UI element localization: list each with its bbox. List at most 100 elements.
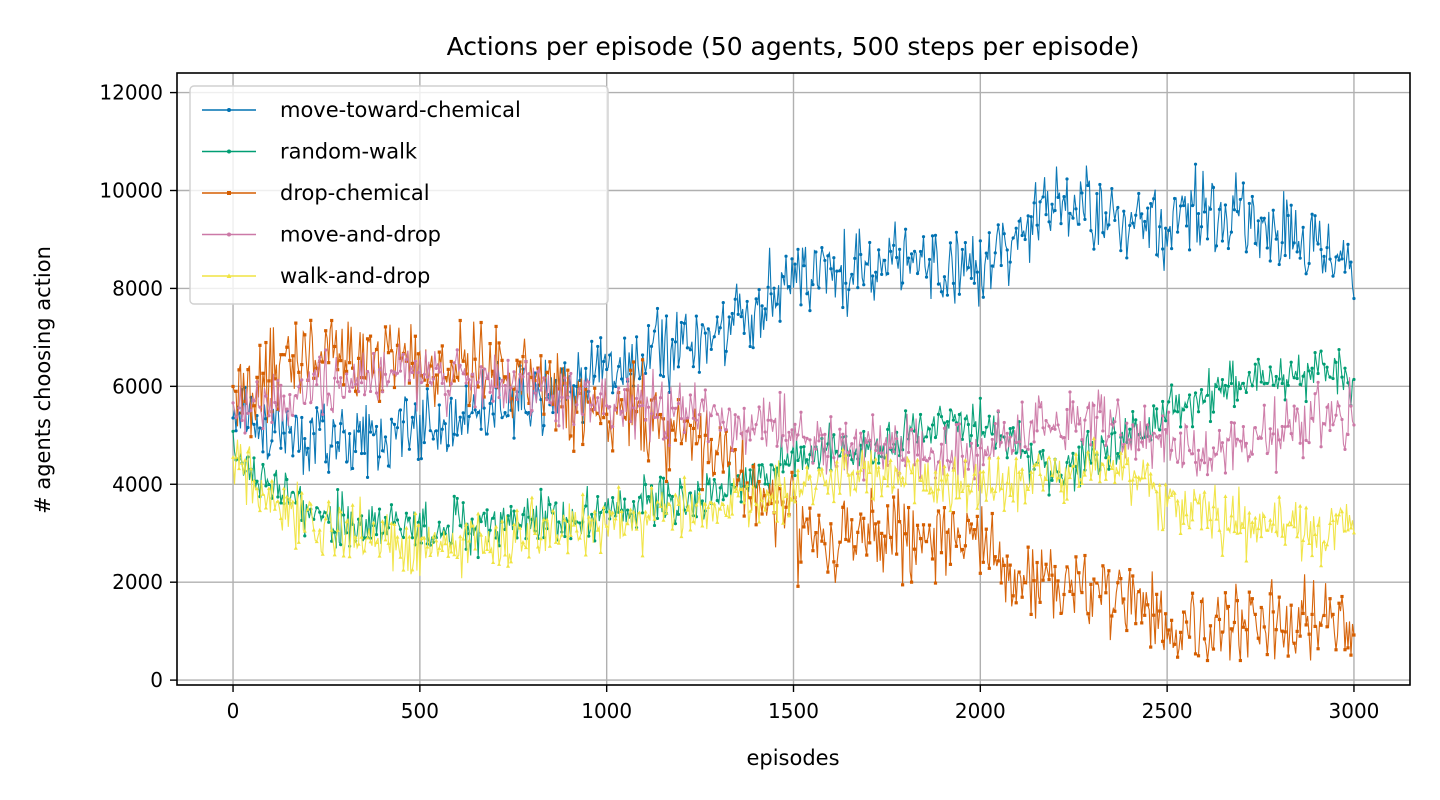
data-point	[374, 533, 379, 537]
data-point	[362, 451, 367, 456]
data-point	[572, 422, 576, 427]
data-point	[634, 335, 639, 339]
data-point	[1161, 639, 1165, 643]
data-point	[996, 455, 1001, 460]
data-point	[930, 450, 935, 454]
data-point	[1190, 452, 1195, 456]
data-point	[419, 536, 424, 541]
data-point	[826, 454, 830, 459]
data-point	[837, 491, 842, 495]
data-point	[1295, 407, 1299, 411]
data-point	[658, 475, 663, 479]
data-point	[503, 410, 507, 415]
data-point	[569, 434, 573, 438]
data-point	[568, 533, 573, 537]
data-point	[924, 459, 929, 463]
data-point	[336, 487, 340, 492]
data-point	[1229, 513, 1234, 518]
data-point	[664, 479, 669, 484]
data-point	[351, 466, 355, 471]
data-point	[1062, 592, 1066, 597]
data-point	[921, 523, 926, 527]
data-point	[303, 401, 307, 406]
data-point	[626, 508, 630, 512]
data-point	[933, 435, 938, 440]
data-point	[849, 471, 854, 476]
data-point	[1148, 471, 1153, 476]
data-point	[769, 494, 774, 499]
data-point	[608, 420, 612, 424]
data-point	[350, 502, 355, 507]
data-point	[841, 305, 845, 310]
data-point	[631, 360, 636, 364]
data-point	[933, 581, 938, 585]
data-point	[425, 375, 429, 379]
data-point	[805, 292, 809, 296]
data-point	[1116, 581, 1120, 585]
data-point	[843, 453, 848, 457]
data-point	[461, 501, 465, 505]
data-point	[1262, 216, 1266, 220]
data-point	[1331, 274, 1335, 278]
data-point	[1196, 500, 1201, 505]
data-point	[512, 522, 517, 527]
data-point	[1313, 214, 1317, 218]
data-point	[1086, 183, 1090, 188]
data-point	[1223, 494, 1228, 499]
data-point	[1304, 272, 1308, 276]
data-point	[658, 412, 663, 417]
data-point	[306, 378, 310, 382]
data-point	[500, 518, 505, 523]
data-point	[264, 394, 268, 398]
data-point	[832, 256, 836, 260]
data-point	[547, 543, 552, 548]
data-point	[482, 406, 486, 410]
data-point	[1259, 380, 1263, 384]
data-point	[781, 470, 785, 474]
data-point	[252, 404, 256, 408]
data-point	[440, 427, 444, 431]
data-point	[909, 252, 914, 256]
data-point	[868, 240, 872, 245]
data-point	[1029, 469, 1034, 474]
data-point	[416, 370, 420, 375]
data-point	[1082, 472, 1087, 477]
data-point	[1244, 250, 1248, 254]
data-point	[1229, 420, 1234, 425]
data-point	[679, 320, 684, 325]
data-point	[356, 541, 361, 546]
data-point	[1328, 521, 1333, 526]
data-point	[859, 431, 863, 435]
data-point	[697, 370, 701, 374]
data-point	[867, 470, 872, 474]
data-point	[1346, 432, 1350, 437]
data-point	[1238, 387, 1242, 391]
data-point	[526, 554, 531, 559]
data-point	[972, 528, 976, 532]
data-point	[1172, 490, 1177, 495]
data-point	[345, 460, 349, 464]
data-point	[527, 401, 531, 405]
data-point	[596, 411, 600, 415]
data-point	[578, 386, 582, 391]
data-point	[530, 375, 534, 380]
data-point	[859, 252, 863, 257]
data-point	[1140, 621, 1144, 625]
legend-marker	[227, 191, 231, 195]
data-point	[1020, 400, 1024, 404]
data-point	[850, 518, 854, 522]
data-point	[888, 458, 893, 462]
data-point	[960, 437, 964, 441]
data-point	[532, 531, 537, 536]
data-point	[288, 393, 292, 397]
data-point	[443, 392, 447, 397]
data-point	[1035, 462, 1040, 467]
data-point	[258, 426, 262, 430]
data-point	[912, 547, 917, 551]
data-point	[620, 409, 624, 413]
data-point	[317, 527, 322, 532]
data-point	[930, 234, 935, 238]
data-point	[614, 408, 618, 412]
data-point	[362, 536, 367, 540]
data-point	[838, 269, 842, 273]
